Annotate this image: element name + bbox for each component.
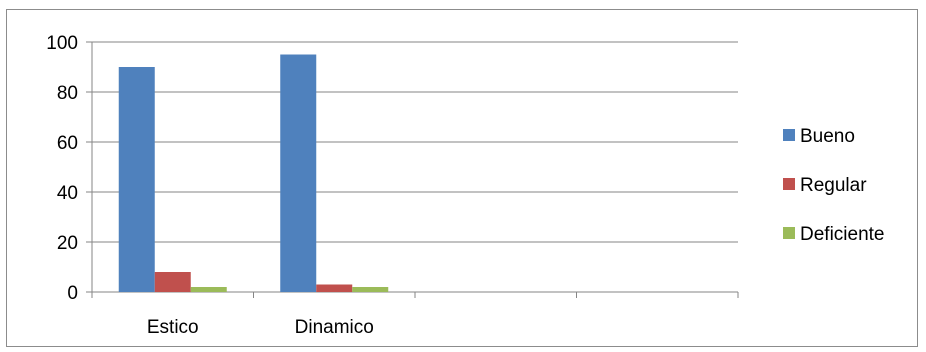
legend-swatch (783, 178, 795, 190)
legend-label: Bueno (800, 126, 855, 147)
legend-swatch (783, 129, 795, 141)
bar-regular (154, 272, 191, 292)
y-tick-label: 60 (57, 133, 78, 154)
legend-label: Deficiente (800, 224, 885, 245)
gridlines (92, 41, 738, 243)
y-tick-label: 40 (57, 183, 78, 204)
bar-bueno (280, 54, 317, 292)
legend-swatch (783, 227, 795, 239)
bar-deficiente (190, 287, 227, 292)
bar-bueno (118, 67, 155, 292)
axes: 0 20 40 60 80 100 Estico Dinamico (46, 33, 739, 338)
x-tick-label: Dinamico (295, 317, 374, 338)
y-tick-label: 20 (57, 233, 78, 254)
x-tick-label: Estico (147, 317, 199, 338)
legend: Bueno Regular Deficiente (783, 126, 885, 245)
y-tick-label: 100 (46, 33, 78, 54)
bar-regular (316, 284, 353, 292)
bar-deficiente (352, 287, 389, 292)
y-tick-label: 80 (57, 83, 78, 104)
y-tick-label: 0 (67, 283, 78, 304)
legend-label: Regular (800, 175, 867, 196)
bars (118, 54, 389, 292)
